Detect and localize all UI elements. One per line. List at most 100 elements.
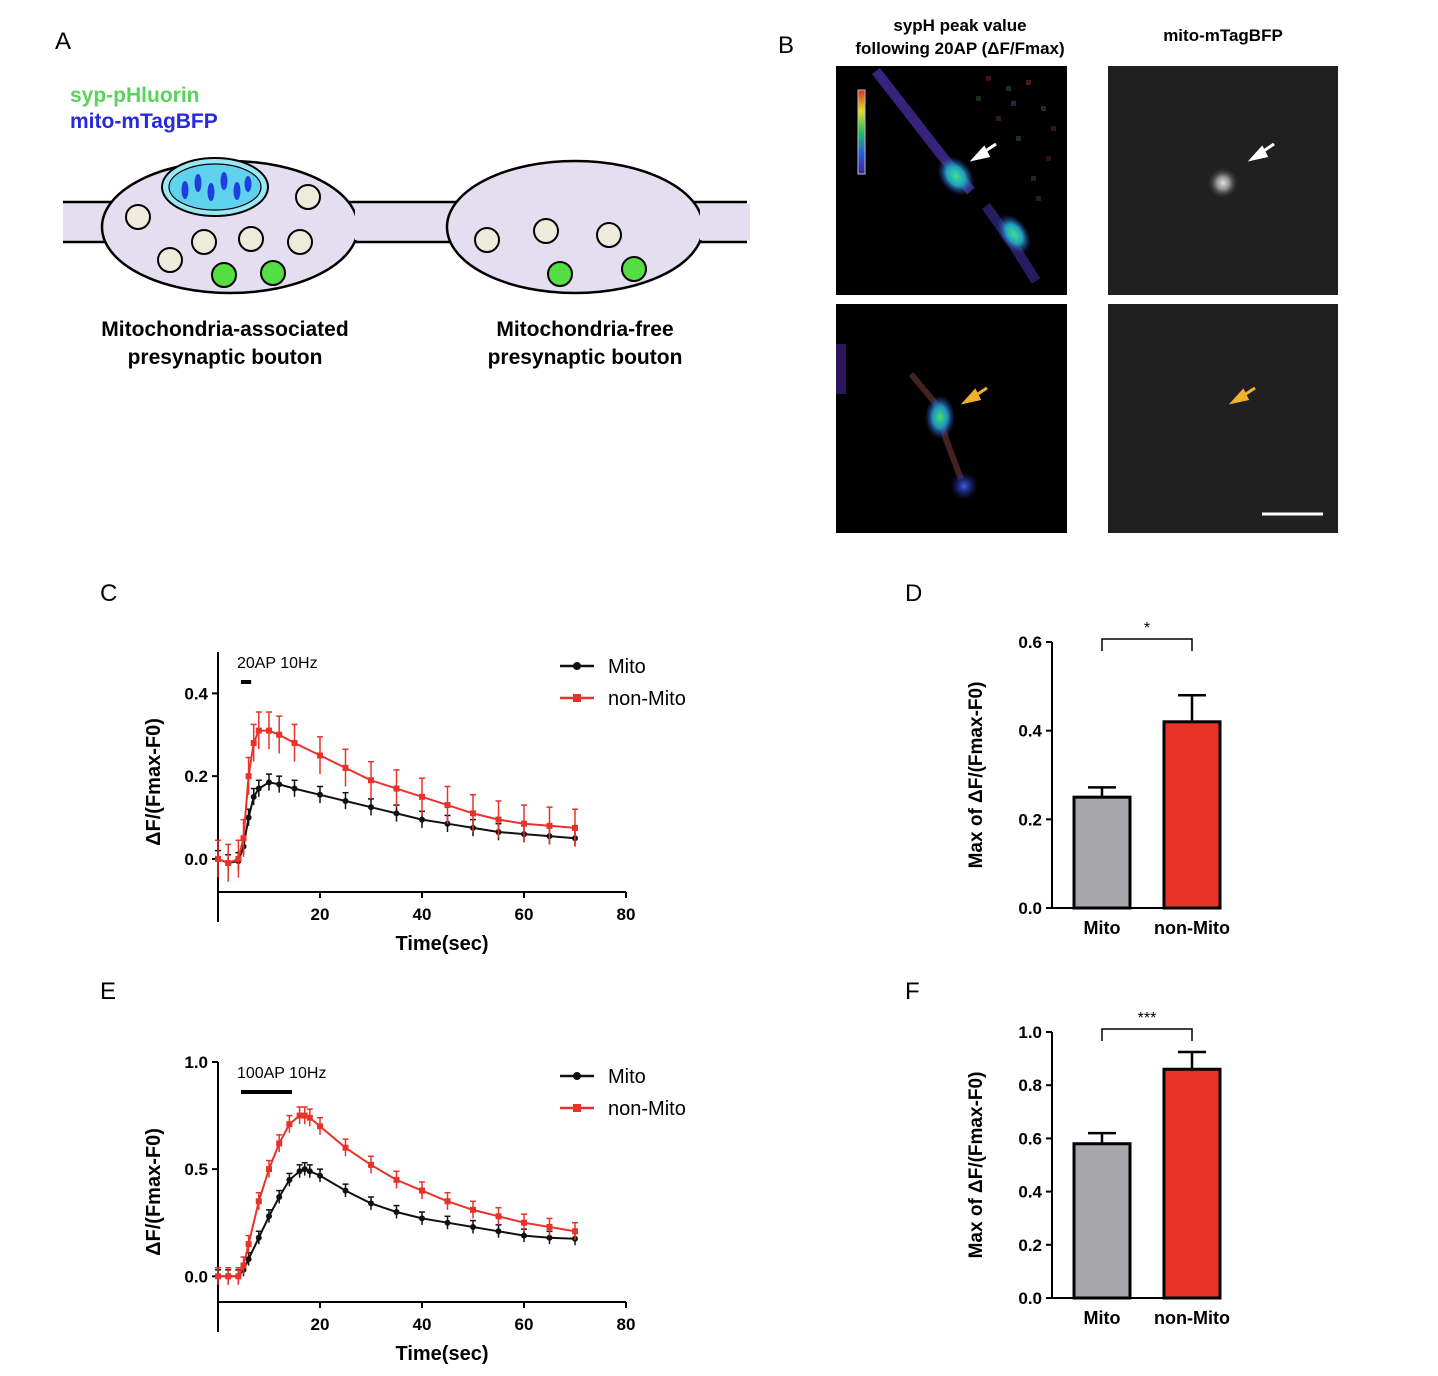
data-point bbox=[276, 731, 283, 738]
data-point bbox=[225, 860, 232, 867]
panel-label-b: B bbox=[778, 32, 795, 59]
data-point bbox=[495, 1213, 502, 1220]
bouton-label-associated: Mitochondria-associated presynaptic bout… bbox=[80, 316, 370, 372]
y-tick-label: 0.2 bbox=[1018, 1236, 1042, 1255]
data-point bbox=[255, 1234, 262, 1241]
data-point bbox=[419, 816, 425, 823]
data-point bbox=[470, 1224, 476, 1230]
bouton-mito-free bbox=[445, 159, 705, 295]
colorbar bbox=[857, 89, 866, 175]
y-tick-label: 0.6 bbox=[1018, 633, 1042, 652]
data-point bbox=[266, 779, 272, 786]
data-point bbox=[470, 1206, 476, 1213]
microscopy-col1-title-line1: sypH peak value bbox=[893, 16, 1027, 35]
legend-label: non-Mito bbox=[608, 688, 686, 710]
legend-label: non-Mito bbox=[608, 1098, 686, 1120]
y-tick-label: 0.0 bbox=[1018, 1289, 1042, 1308]
bouton-label-free-line1: Mitochondria-free bbox=[496, 318, 674, 341]
data-point bbox=[255, 785, 262, 792]
bouton-diagram bbox=[63, 157, 750, 295]
significance-marker: * bbox=[1144, 620, 1150, 637]
x-axis-label: Time(sec) bbox=[395, 933, 488, 955]
data-point bbox=[342, 797, 349, 804]
y-tick-label: 0.8 bbox=[1018, 1076, 1042, 1095]
data-point bbox=[393, 810, 400, 817]
y-tick-label: 0.0 bbox=[1018, 899, 1042, 918]
data-point bbox=[444, 802, 451, 809]
y-axis-label: ΔF/(Fmax-F0) bbox=[143, 718, 165, 846]
data-point bbox=[521, 820, 527, 827]
data-point bbox=[393, 1176, 400, 1183]
series-line-non-mito bbox=[218, 1114, 576, 1278]
data-point bbox=[317, 1172, 323, 1179]
data-point bbox=[296, 1168, 303, 1175]
stimulus-label: 20AP 10Hz bbox=[237, 655, 318, 672]
data-point bbox=[266, 1166, 272, 1173]
data-point bbox=[306, 1114, 313, 1121]
data-point bbox=[317, 1123, 323, 1130]
white-arrow-top bbox=[969, 142, 997, 162]
significance-bracket bbox=[1101, 1028, 1193, 1041]
white-arrow-mito-top bbox=[1247, 142, 1275, 162]
bouton-label-free-line2: presynaptic bouton bbox=[487, 346, 683, 369]
data-point bbox=[291, 785, 298, 792]
x-tick-label: 60 bbox=[515, 1315, 534, 1334]
data-point bbox=[419, 1215, 425, 1222]
data-point bbox=[572, 824, 578, 831]
data-point bbox=[546, 822, 553, 829]
y-axis-label: ΔF/(Fmax-F0) bbox=[143, 1128, 165, 1256]
chart-e-time-course: 0.0 0.5 1.0 20 40 60 80 Time(sec) ΔF/(Fmax-F0) 10… bbox=[143, 1053, 686, 1365]
data-point bbox=[495, 1228, 502, 1235]
data-point bbox=[301, 1112, 308, 1119]
legend-marker bbox=[573, 694, 581, 702]
data-point bbox=[235, 1273, 242, 1280]
data-point bbox=[444, 1219, 451, 1226]
x-category-label: non-Mito bbox=[1154, 918, 1230, 938]
x-tick-label: 20 bbox=[311, 1315, 330, 1334]
data-point bbox=[266, 727, 272, 734]
data-point bbox=[276, 1194, 283, 1200]
data-point bbox=[240, 835, 247, 842]
data-point bbox=[419, 793, 425, 800]
legend-label: Mito bbox=[608, 656, 646, 678]
data-point bbox=[240, 1262, 247, 1269]
data-point bbox=[245, 814, 252, 821]
data-point bbox=[342, 1187, 349, 1194]
data-point bbox=[393, 1209, 400, 1215]
y-axis-label: Max of ΔF/(Fmax-F0) bbox=[966, 682, 987, 869]
syph-image-top bbox=[836, 66, 1067, 295]
data-point bbox=[521, 1232, 527, 1239]
data-point bbox=[286, 1121, 293, 1128]
data-point bbox=[470, 810, 476, 817]
x-tick-label: 20 bbox=[311, 905, 330, 924]
data-point bbox=[368, 1161, 374, 1168]
chart-c-time-course: 0.0 0.2 0.4 20 40 60 80 Time(sec) ΔF/(Fmax-F0) 20… bbox=[143, 652, 686, 955]
data-point bbox=[276, 781, 283, 788]
panel-label-a: A bbox=[55, 28, 72, 55]
yellow-arrow-syph bbox=[960, 386, 988, 405]
data-point bbox=[342, 1144, 349, 1151]
data-point bbox=[225, 1273, 232, 1280]
bar-mito bbox=[1072, 1142, 1132, 1300]
stimulus-label: 100AP 10Hz bbox=[237, 1065, 327, 1082]
legend-mito-mtagbfp: mito-mTagBFP bbox=[70, 110, 218, 133]
data-point bbox=[546, 1234, 553, 1241]
data-point bbox=[342, 764, 349, 771]
y-tick-label: 0.4 bbox=[1018, 722, 1042, 741]
microscopy-col1-title: sypH peak value following 20AP (ΔF/Fmax) bbox=[830, 14, 1090, 60]
legend-marker bbox=[573, 662, 581, 670]
legend-marker bbox=[573, 1104, 581, 1112]
legend-label: Mito bbox=[608, 1066, 646, 1088]
y-tick-label: 0.0 bbox=[184, 1267, 208, 1286]
data-point bbox=[215, 855, 221, 862]
data-point bbox=[215, 1273, 221, 1280]
x-tick-label: 60 bbox=[515, 905, 534, 924]
chart-d-bar: 0.0 0.2 0.4 0.6 Max of ΔF/(Fmax-F0) Mito non-M… bbox=[966, 620, 1230, 938]
panel-label-f: F bbox=[905, 978, 920, 1005]
mito-image-top bbox=[1108, 66, 1338, 295]
chart-f-bar: 0.0 0.2 0.4 0.6 0.8 1.0 Max of ΔF/(Fmax-F0) Mit… bbox=[966, 1010, 1230, 1328]
data-point bbox=[296, 1112, 303, 1119]
data-point bbox=[495, 816, 502, 823]
data-point bbox=[286, 1176, 293, 1183]
bar-non-mito bbox=[1162, 720, 1222, 910]
